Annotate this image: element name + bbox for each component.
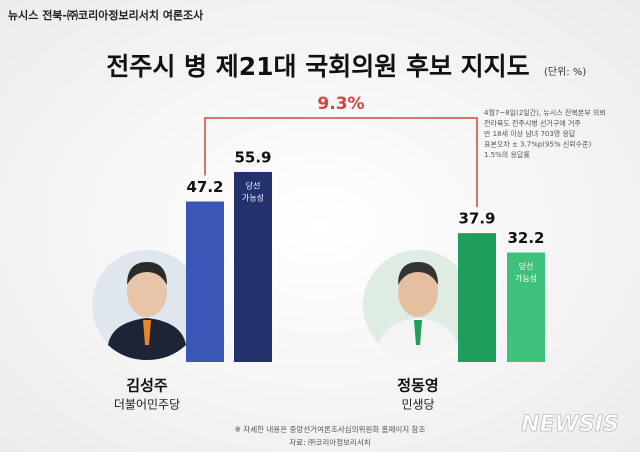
bar (234, 171, 272, 362)
party-name: 민생당 (401, 398, 434, 412)
bar (507, 252, 545, 362)
gap-label: 9.3% (317, 94, 364, 114)
bar-label: 가능성 (242, 193, 264, 202)
note-line: 1.5%의 응답률 (484, 150, 530, 159)
value-label: 32.2 (507, 229, 544, 247)
candidate-name: 김성주 (126, 377, 168, 395)
note-line: 표본오차 ± 3.7%p(95% 신뢰수준) (484, 140, 592, 149)
candidate-name: 정동영 (397, 377, 438, 395)
gap-bracket (204, 117, 478, 208)
bar (458, 233, 496, 362)
bar (186, 201, 224, 362)
unit: (단위: %) (544, 65, 586, 78)
bar-label: 당선 (246, 180, 261, 190)
footer-line: ※ 자세한 내용은 중앙선거여론조사심의위원회 홈페이지 참조 (235, 424, 426, 434)
bar-label: 당선 (519, 261, 534, 271)
photo (363, 250, 473, 360)
footer-line: 자료: ㈜코리아정보리서치 (289, 437, 370, 447)
value-label: 37.9 (458, 210, 495, 228)
note-line: 만 18세 이상 남녀 703명 응답 (484, 129, 576, 138)
value-label: 47.2 (186, 178, 223, 196)
photo (92, 250, 202, 360)
note-line: 4월7~8일(2일간), 뉴시스 전북본부 의뢰 (484, 108, 606, 117)
note-line: 전라북도 전주시병 선거구에 거주 (484, 119, 581, 128)
bar-label: 가능성 (515, 274, 537, 283)
value-label: 55.9 (234, 148, 271, 166)
header: 뉴시스 전북-㈜코리아정보리서치 여론조사 (8, 8, 204, 22)
party-name: 더불어민주당 (114, 398, 180, 412)
watermark: NEWSIS (521, 412, 619, 437)
chart-title: 전주시 병 제21대 국회의원 후보 지지도 (106, 52, 529, 81)
